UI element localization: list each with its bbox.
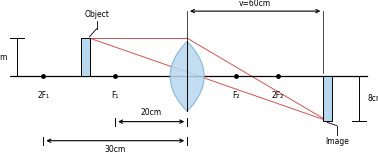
Text: 2F₂: 2F₂	[272, 91, 284, 100]
Text: Image: Image	[325, 137, 349, 146]
Text: 8cm: 8cm	[368, 94, 378, 103]
Text: 2F₁: 2F₁	[37, 91, 50, 100]
Text: 20cm: 20cm	[141, 108, 162, 117]
Bar	[323, 76, 332, 121]
Polygon shape	[170, 41, 204, 111]
Text: Object: Object	[84, 10, 109, 19]
Text: F₁: F₁	[112, 91, 119, 100]
Text: F₂: F₂	[232, 91, 240, 100]
Text: 30cm: 30cm	[105, 145, 126, 155]
Text: v=60cm: v=60cm	[239, 0, 271, 8]
Bar	[81, 38, 90, 76]
Text: 4cm: 4cm	[0, 53, 8, 62]
